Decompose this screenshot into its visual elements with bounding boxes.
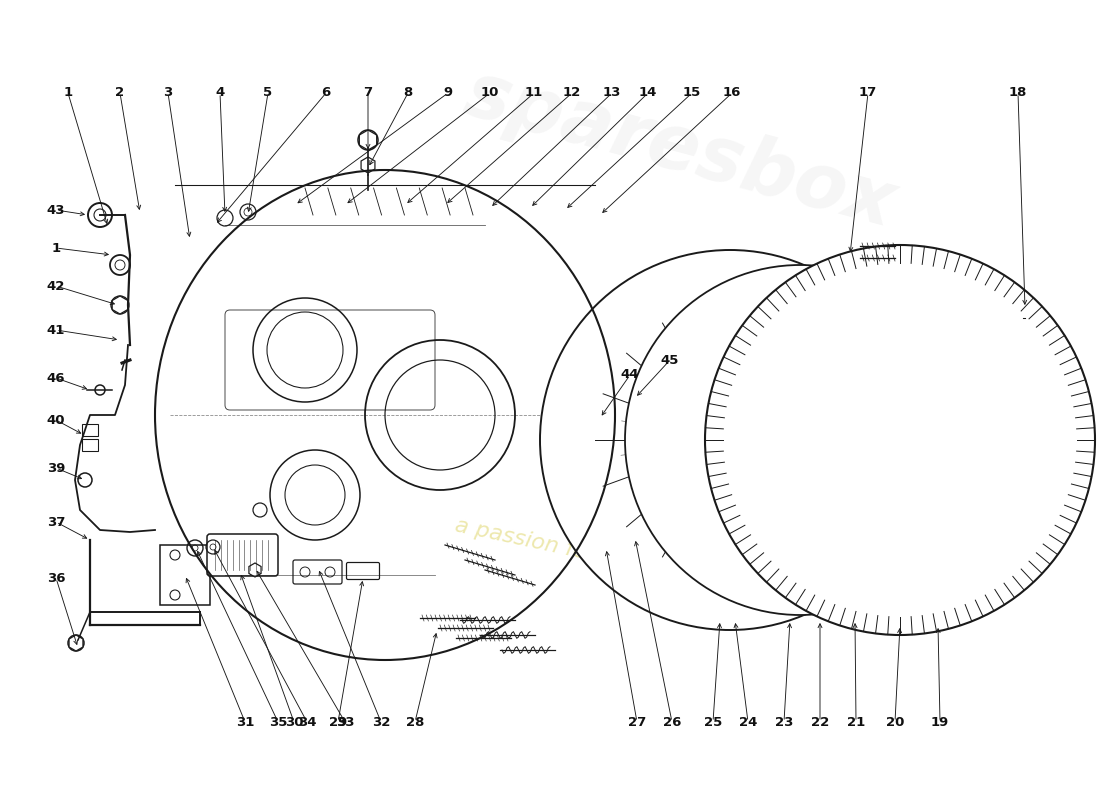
Text: 2: 2	[116, 86, 124, 99]
Text: 26: 26	[663, 715, 681, 729]
Circle shape	[714, 576, 724, 586]
Text: 40: 40	[46, 414, 65, 426]
Wedge shape	[691, 551, 788, 610]
Text: 3: 3	[164, 86, 173, 99]
Circle shape	[550, 435, 560, 445]
Ellipse shape	[676, 380, 694, 450]
Circle shape	[632, 435, 642, 445]
Circle shape	[625, 265, 975, 615]
Text: 25: 25	[704, 715, 722, 729]
Circle shape	[877, 576, 887, 586]
FancyBboxPatch shape	[207, 534, 278, 576]
Text: 11: 11	[525, 86, 543, 99]
Circle shape	[714, 294, 724, 304]
Bar	[160, 545, 210, 605]
Text: 41: 41	[47, 323, 65, 337]
FancyBboxPatch shape	[852, 434, 871, 446]
Text: 8: 8	[404, 86, 412, 99]
Circle shape	[974, 434, 986, 446]
FancyBboxPatch shape	[729, 434, 747, 446]
Text: 39: 39	[47, 462, 65, 474]
FancyBboxPatch shape	[574, 519, 592, 531]
Text: a passion for parts since 1985: a passion for parts since 1985	[453, 515, 786, 605]
FancyBboxPatch shape	[346, 562, 380, 579]
Circle shape	[934, 365, 946, 377]
FancyBboxPatch shape	[720, 264, 739, 276]
Text: 19: 19	[931, 715, 949, 729]
Text: 12: 12	[563, 86, 581, 99]
FancyBboxPatch shape	[868, 519, 887, 531]
Text: 18: 18	[1009, 86, 1027, 99]
Wedge shape	[691, 270, 788, 329]
Text: 23: 23	[774, 715, 793, 729]
Bar	[610, 390, 720, 505]
Bar	[82, 424, 98, 436]
Text: 6: 6	[321, 86, 331, 99]
Text: 4: 4	[216, 86, 224, 99]
Circle shape	[854, 503, 866, 515]
Circle shape	[725, 610, 735, 620]
Text: 7: 7	[363, 86, 373, 99]
Circle shape	[602, 558, 612, 569]
Circle shape	[814, 434, 826, 446]
Wedge shape	[813, 270, 910, 329]
Text: 34: 34	[298, 715, 317, 729]
Text: 36: 36	[46, 571, 65, 585]
Text: 30: 30	[285, 715, 304, 729]
Text: 28: 28	[406, 715, 425, 729]
Wedge shape	[630, 453, 689, 550]
Text: 1: 1	[64, 86, 73, 99]
Circle shape	[877, 294, 887, 304]
Text: 35: 35	[268, 715, 287, 729]
Text: 32: 32	[372, 715, 390, 729]
FancyBboxPatch shape	[822, 488, 840, 500]
Text: 46: 46	[46, 371, 65, 385]
Text: 24: 24	[739, 715, 757, 729]
Text: 5: 5	[263, 86, 273, 99]
Text: sparesbox: sparesbox	[456, 57, 903, 243]
Circle shape	[540, 250, 920, 630]
Circle shape	[900, 435, 910, 445]
Circle shape	[849, 558, 859, 569]
Text: 21: 21	[847, 715, 865, 729]
Text: 16: 16	[723, 86, 741, 99]
Text: 29: 29	[329, 715, 348, 729]
Text: 15: 15	[683, 86, 701, 99]
Wedge shape	[630, 330, 689, 427]
Text: 9: 9	[443, 86, 452, 99]
Text: 17: 17	[859, 86, 877, 99]
Circle shape	[958, 435, 968, 445]
Text: 1: 1	[52, 242, 60, 254]
Text: 37: 37	[47, 515, 65, 529]
Circle shape	[602, 311, 612, 322]
Text: 42: 42	[47, 279, 65, 293]
Text: 33: 33	[336, 715, 354, 729]
Circle shape	[934, 503, 946, 515]
Text: 20: 20	[886, 715, 904, 729]
FancyBboxPatch shape	[760, 380, 778, 392]
Circle shape	[849, 311, 859, 322]
FancyBboxPatch shape	[293, 560, 342, 584]
Text: 13: 13	[603, 86, 622, 99]
Text: 44: 44	[620, 369, 639, 382]
FancyBboxPatch shape	[822, 380, 840, 392]
Text: 22: 22	[811, 715, 829, 729]
Text: 31: 31	[235, 715, 254, 729]
Bar	[82, 439, 98, 451]
Text: 14: 14	[639, 86, 657, 99]
Text: 27: 27	[628, 715, 646, 729]
Wedge shape	[911, 330, 969, 427]
Text: 43: 43	[46, 203, 65, 217]
Wedge shape	[813, 551, 910, 610]
Circle shape	[725, 260, 735, 270]
Text: 10: 10	[481, 86, 499, 99]
Text: 45: 45	[661, 354, 679, 366]
FancyBboxPatch shape	[760, 488, 778, 500]
Wedge shape	[911, 453, 969, 550]
Circle shape	[854, 365, 866, 377]
Circle shape	[705, 245, 1094, 635]
